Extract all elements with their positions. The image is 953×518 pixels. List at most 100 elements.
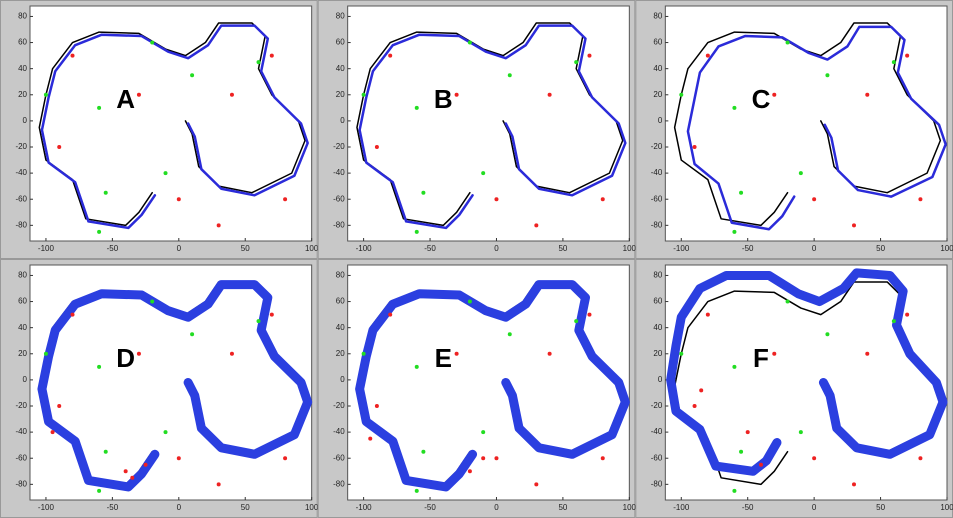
x-tick-label: 50 [558,503,567,512]
landmark [507,332,512,337]
y-tick-label: 60 [653,297,662,306]
landmark [283,197,288,202]
landmark [467,40,472,45]
landmark [699,388,704,393]
trajectory [37,280,313,492]
landmark [798,430,803,435]
landmark [785,40,790,45]
landmark [739,190,744,195]
panel: -100 -50 0 50 100 80 60 40 20 0 -20 -40 -60 -80 F [635,259,953,518]
landmark [256,319,261,324]
landmark [103,449,108,454]
landmark [494,197,499,202]
landmark [163,171,168,176]
landmark [692,404,697,408]
landmark [679,92,684,97]
y-tick-label: 60 [18,38,27,47]
landmark [414,105,419,110]
landmark [43,351,48,356]
x-tick-label: -100 [38,503,55,512]
x-tick-label: 100 [305,503,319,512]
landmark [57,145,62,149]
landmark [785,299,790,304]
panel: -100 -50 0 50 100 80 60 40 20 0 -20 -40 -60 -80 E [317,259,637,518]
landmark [812,197,817,202]
landmark [825,332,830,337]
y-tick-label: 80 [18,271,27,280]
x-tick-label: 0 [177,503,182,512]
x-tick-label: -100 [673,503,690,512]
y-tick-label: -40 [15,427,27,436]
y-tick-label: 0 [658,375,663,384]
y-tick-label: 60 [18,297,27,306]
landmark [136,92,141,97]
landmark [534,482,539,487]
landmark [97,488,102,493]
landmark [150,299,155,304]
x-tick-label: 50 [876,244,885,253]
landmark [143,462,148,467]
x-tick-label: -100 [673,244,690,253]
landmark [216,482,221,487]
landmark [454,351,459,356]
landmark [905,53,910,58]
landmark [732,105,737,110]
landmark [732,488,737,493]
landmark [600,197,605,202]
landmark [43,92,48,97]
panel-letter: C [752,84,771,114]
x-tick-label: 50 [876,503,885,512]
x-tick-label: -100 [356,244,373,253]
landmark [772,92,777,97]
landmark [50,430,55,435]
y-tick-label: 20 [18,90,27,99]
landmark [136,351,141,356]
landmark [269,53,274,58]
trajectory [356,22,624,227]
landmark [494,456,499,461]
x-tick-label: 0 [812,503,817,512]
x-tick-label: -50 [424,503,436,512]
landmark [507,73,512,78]
x-tick-label: 100 [623,244,637,253]
landmark [481,456,486,461]
y-tick-label: 60 [336,297,345,306]
x-tick-label: 0 [494,503,499,512]
landmark [97,229,102,234]
y-tick-label: 40 [653,323,662,332]
y-tick-label: 40 [18,323,27,332]
landmark [388,312,393,317]
x-tick-label: 0 [494,244,499,253]
y-tick-label: 20 [336,90,345,99]
panel-letter: B [434,84,453,114]
landmark [421,190,426,195]
x-tick-label: 100 [623,503,637,512]
landmark [229,351,234,356]
trajectory [358,24,627,230]
y-tick-label: -60 [15,453,27,462]
landmark [361,351,366,356]
y-tick-label: -80 [333,220,345,229]
y-tick-label: -80 [15,479,27,488]
landmark [368,436,373,441]
trajectory [686,25,947,231]
panel: -100 -50 0 50 100 80 60 40 20 0 -20 -40 -60 -80 A [0,0,319,259]
panel: -100 -50 0 50 100 80 60 40 20 0 -20 -40 -60 -80 B [317,0,637,259]
trajectory [355,280,630,492]
y-tick-label: -60 [651,194,663,203]
landmark [574,60,579,65]
x-tick-label: -50 [424,244,436,253]
y-tick-label: 80 [336,271,345,280]
y-tick-label: -20 [15,142,27,151]
landmark [467,299,472,304]
landmark [587,312,592,317]
y-tick-label: -20 [333,142,345,151]
panel: -100 -50 0 50 100 80 60 40 20 0 -20 -40 -60 -80 D [0,259,319,518]
landmark [130,475,135,480]
landmark [414,488,419,493]
y-tick-label: -20 [15,401,27,410]
landmark [732,229,737,234]
y-tick-label: 40 [18,64,27,73]
y-tick-label: 60 [336,38,345,47]
